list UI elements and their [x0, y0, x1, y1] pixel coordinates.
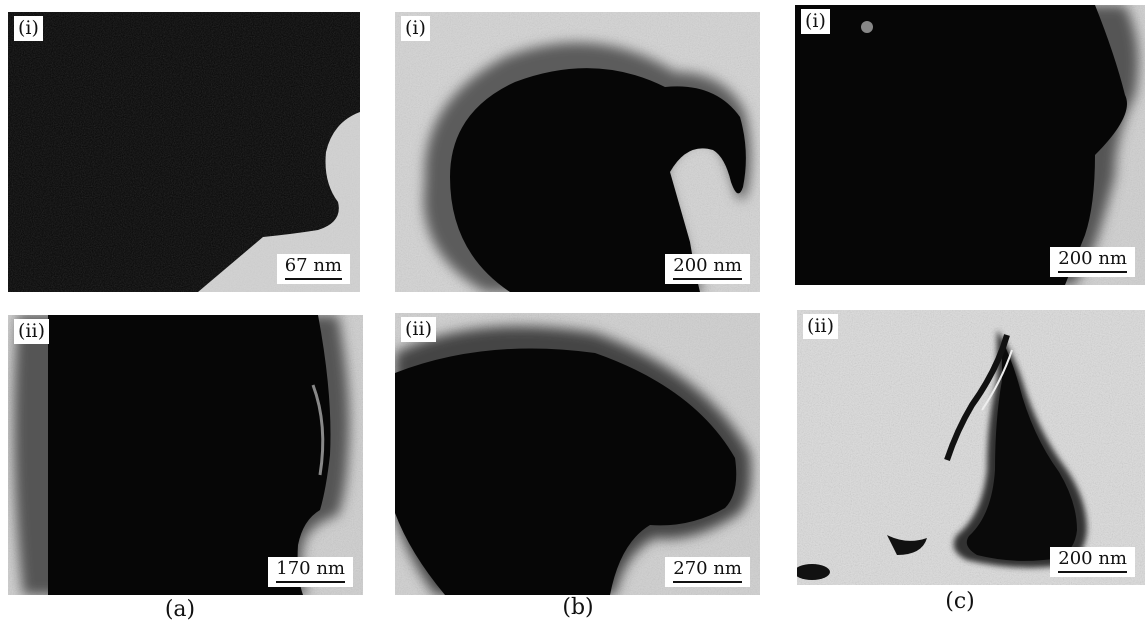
scale-bar-a-i-text: 67 nm [284, 255, 342, 276]
tem-image-b-i [395, 12, 760, 292]
caption-b: (b) [562, 595, 594, 620]
scale-bar-c-ii-line [1058, 571, 1127, 573]
panel-b-i: (i) 200 nm [395, 12, 760, 292]
panel-b-ii: (ii) 270 nm [395, 313, 760, 595]
tem-image-c-ii [797, 310, 1145, 585]
panel-c-ii: (ii) 200 nm [797, 310, 1145, 585]
tem-image-c-i [795, 5, 1145, 285]
panel-a-i: (i) 67 nm [8, 12, 360, 292]
scale-bar-a-ii-line [276, 581, 345, 583]
scale-bar-c-ii-text: 200 nm [1058, 548, 1127, 569]
tem-image-b-ii [395, 313, 760, 595]
scale-bar-c-i-line [1058, 271, 1127, 273]
scale-bar-b-i-line [673, 278, 742, 280]
tem-image-a-i [8, 12, 360, 292]
scale-bar-b-ii: 270 nm [665, 557, 750, 587]
panel-b-i-label: (i) [401, 16, 430, 41]
scale-bar-b-ii-text: 270 nm [673, 558, 742, 579]
caption-c: (c) [945, 589, 975, 614]
caption-a: (a) [164, 597, 196, 622]
scale-bar-c-i: 200 nm [1050, 247, 1135, 277]
panel-c-ii-label: (ii) [803, 314, 838, 339]
scale-bar-a-ii-text: 170 nm [276, 558, 345, 579]
panel-c-i-label: (i) [801, 9, 830, 34]
panel-b-ii-label: (ii) [401, 317, 436, 342]
panel-c-i: (i) 200 nm [795, 5, 1145, 285]
scale-bar-a-i-line [284, 278, 342, 280]
scale-bar-b-i-text: 200 nm [673, 255, 742, 276]
tem-image-a-ii [8, 315, 363, 595]
scale-bar-a-ii: 170 nm [268, 557, 353, 587]
scale-bar-b-i: 200 nm [665, 254, 750, 284]
scale-bar-c-ii: 200 nm [1050, 547, 1135, 577]
scale-bar-c-i-text: 200 nm [1058, 248, 1127, 269]
panel-a-i-label: (i) [14, 16, 43, 41]
panel-a-ii: (ii) 170 nm [8, 315, 363, 595]
panel-a-ii-label: (ii) [14, 319, 49, 344]
scale-bar-a-i: 67 nm [276, 254, 350, 284]
scale-bar-b-ii-line [673, 581, 742, 583]
